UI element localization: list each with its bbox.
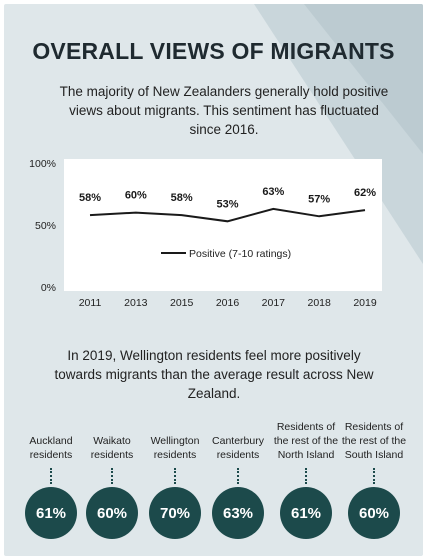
data-label-2017: 63% xyxy=(262,186,284,198)
data-label-2018: 57% xyxy=(308,193,330,205)
region-connector xyxy=(305,468,307,484)
region-connector xyxy=(237,468,239,484)
chart-panel: 58% 60% 58% 53% 63% 57% 62% Positive (7-10 rat… xyxy=(64,159,382,291)
infographic-card: OVERALL VIEWS OF MIGRANTS The majority o… xyxy=(4,4,423,556)
intro-text: The majority of New Zealanders generally… xyxy=(59,84,389,137)
region-label: Residents of the rest of the North Islan… xyxy=(273,421,339,461)
region-connector xyxy=(111,468,113,484)
data-label-2019: 62% xyxy=(354,187,376,199)
region-connector xyxy=(174,468,176,484)
wellington-note: In 2019, Wellington residents feel more … xyxy=(54,348,374,401)
line-chart: 58% 60% 58% 53% 63% 57% 62% Positive (7-10 rat… xyxy=(64,160,382,260)
x-tick-label-2015: 2015 xyxy=(170,297,194,309)
x-tick-label-2017: 2017 xyxy=(262,297,286,309)
x-tick-label-2013: 2013 xyxy=(124,297,148,309)
page-title: OVERALL VIEWS OF MIGRANTS xyxy=(32,38,395,64)
data-label-2016: 53% xyxy=(216,198,238,210)
data-label-2013: 60% xyxy=(125,190,147,202)
x-tick-label-2018: 2018 xyxy=(307,297,331,309)
region-value-circle: 70% xyxy=(149,487,201,539)
region-label: Wellington residents xyxy=(150,435,200,461)
chart-axes: 100% 50% 0% 2011 2013 2015 2016 2017 2018 2019 xyxy=(29,158,377,309)
data-label-2015: 58% xyxy=(171,192,193,204)
legend-label: Positive (7-10 ratings) xyxy=(189,248,291,260)
y-tick-label: 50% xyxy=(35,220,56,232)
data-label-2011: 58% xyxy=(79,192,101,204)
region-label: Residents of the rest of the South Islan… xyxy=(341,421,407,461)
region-label: Auckland residents xyxy=(29,435,73,461)
region-connector xyxy=(373,468,375,484)
y-tick-label: 100% xyxy=(29,158,56,170)
region-connector xyxy=(50,468,52,484)
region-label: Canterbury residents xyxy=(212,435,264,461)
x-tick-label-2019: 2019 xyxy=(353,297,377,309)
region-value-circle: 60% xyxy=(348,487,400,539)
y-tick-label: 0% xyxy=(41,282,56,294)
region-value-circle: 60% xyxy=(86,487,138,539)
region-label: Waikato residents xyxy=(90,435,134,461)
region-value-circle: 61% xyxy=(280,487,332,539)
x-tick-label-2011: 2011 xyxy=(79,297,102,309)
region-value-circle: 61% xyxy=(25,487,77,539)
series-line-positive xyxy=(89,207,366,223)
x-tick-label-2016: 2016 xyxy=(216,297,240,309)
region-value-circle: 63% xyxy=(212,487,264,539)
